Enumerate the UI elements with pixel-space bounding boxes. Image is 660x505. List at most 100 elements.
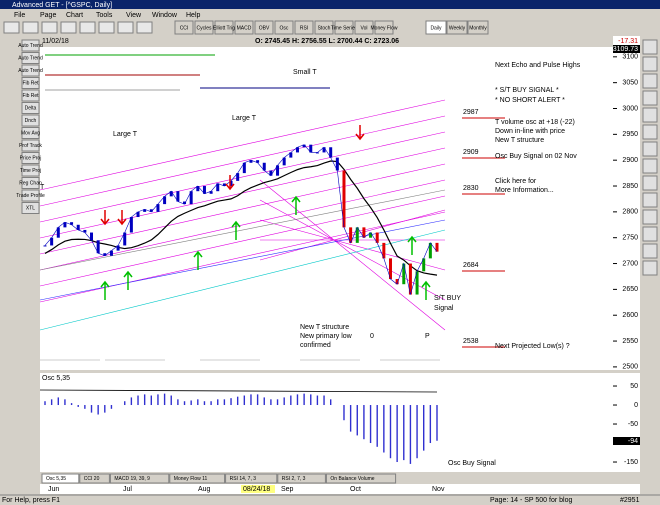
menu-item[interactable]: View: [126, 12, 142, 19]
period-button[interactable]: [446, 20, 468, 35]
menu-item[interactable]: Window: [152, 12, 178, 19]
right-tool[interactable]: [642, 175, 658, 191]
tool-icon[interactable]: [117, 21, 134, 34]
toolbar-button[interactable]: [334, 20, 354, 35]
tab[interactable]: [79, 473, 110, 484]
right-tool[interactable]: [642, 73, 658, 89]
toolbar-button[interactable]: [174, 20, 194, 35]
menu-item[interactable]: Chart: [66, 12, 83, 19]
candle: [103, 253, 107, 256]
moving-average: [44, 160, 438, 276]
annotation: S/T BUY: [434, 295, 461, 302]
side-note[interactable]: Click here for: [495, 178, 537, 185]
toolbar-button[interactable]: [234, 20, 254, 35]
tab-label: RSI 2, 7, 3: [282, 476, 306, 482]
candle: [375, 232, 379, 243]
right-tool[interactable]: [642, 158, 658, 174]
side-tool[interactable]: [21, 114, 40, 127]
side-tool[interactable]: [21, 202, 40, 214]
tab[interactable]: [169, 473, 226, 484]
toolbar-label: Money Flow: [371, 25, 398, 31]
tool-icon[interactable]: [136, 21, 153, 34]
side-tool[interactable]: [21, 39, 40, 52]
side-tool[interactable]: [21, 102, 40, 114]
right-tool[interactable]: [642, 107, 658, 123]
toolbar-button[interactable]: [354, 20, 374, 35]
tab[interactable]: [325, 473, 397, 484]
side-tool[interactable]: [21, 89, 40, 102]
right-tool[interactable]: [642, 209, 658, 225]
menu-item[interactable]: Help: [186, 12, 201, 19]
side-tool[interactable]: [21, 77, 40, 89]
period-button[interactable]: [467, 20, 489, 35]
right-tool[interactable]: [642, 226, 658, 242]
menu-item[interactable]: Page: [40, 12, 56, 19]
candle: [183, 201, 187, 205]
tool-icon[interactable]: [60, 21, 77, 34]
right-tool[interactable]: [642, 39, 658, 55]
right-tool[interactable]: [642, 124, 658, 140]
side-tool-label: Mov Avg: [21, 130, 40, 136]
right-tool[interactable]: [642, 260, 658, 276]
right-tool[interactable]: [642, 90, 658, 106]
chart-overlays: [39, 54, 505, 361]
tool-icon[interactable]: [22, 21, 39, 34]
toolbar-button[interactable]: [294, 20, 314, 35]
top-price: 3109.73: [613, 46, 638, 53]
toolbar-button[interactable]: [254, 20, 274, 35]
toolbar-button[interactable]: [214, 20, 234, 35]
tab[interactable]: [225, 473, 278, 484]
tab[interactable]: [109, 473, 170, 484]
side-note: T volume osc at +18 (-22): [495, 119, 575, 126]
overlay-line: [259, 199, 446, 301]
side-note: Osc Buy Signal on 02 Nov: [495, 153, 577, 160]
side-tool[interactable]: [21, 189, 40, 202]
menu-item[interactable]: Tools: [96, 12, 113, 19]
candle: [222, 183, 226, 187]
menu-item[interactable]: File: [14, 12, 25, 19]
period-button[interactable]: [425, 20, 447, 35]
tool-icon[interactable]: [41, 21, 58, 34]
candle: [63, 222, 67, 228]
candle: [196, 186, 200, 192]
osc-tick-label: -150: [624, 459, 638, 466]
side-tool[interactable]: [21, 64, 40, 77]
candle: [282, 157, 286, 166]
side-tool[interactable]: [21, 177, 40, 189]
side-tool-label: Reg Chan: [19, 180, 42, 186]
toolbar-button[interactable]: [194, 20, 214, 35]
down-arrow: [225, 175, 235, 191]
side-tool[interactable]: [21, 164, 40, 177]
toolbar-button[interactable]: [374, 20, 394, 35]
side-note: * NO SHORT ALERT *: [495, 97, 565, 104]
right-tool[interactable]: [642, 56, 658, 72]
tool-icon[interactable]: [98, 21, 115, 34]
toolbar-button[interactable]: [314, 20, 334, 35]
right-tool[interactable]: [642, 243, 658, 259]
side-tool[interactable]: [21, 139, 40, 152]
price-tick-label: 2550: [622, 338, 638, 345]
candle: [335, 157, 339, 171]
side-tool[interactable]: [21, 52, 40, 64]
up-arrow: [100, 280, 110, 300]
side-note[interactable]: More Information...: [495, 187, 554, 194]
tab[interactable]: [277, 473, 326, 484]
candle: [189, 191, 193, 205]
tool-icon[interactable]: [3, 21, 20, 34]
month-label: Nov: [432, 486, 445, 493]
down-arrow: [117, 210, 127, 226]
toolbar-button[interactable]: [274, 20, 294, 35]
candle: [369, 232, 373, 238]
overlay-line: [39, 99, 446, 191]
right-tool[interactable]: [642, 141, 658, 157]
up-arrow: [421, 280, 431, 300]
tool-icon[interactable]: [79, 21, 96, 34]
tab[interactable]: [41, 473, 80, 484]
candle: [289, 152, 293, 158]
tab-label: Osc 5,35: [46, 476, 66, 482]
side-tool[interactable]: [21, 152, 40, 164]
side-tool[interactable]: [21, 127, 40, 139]
candle: [209, 191, 213, 194]
right-tool[interactable]: [642, 192, 658, 208]
